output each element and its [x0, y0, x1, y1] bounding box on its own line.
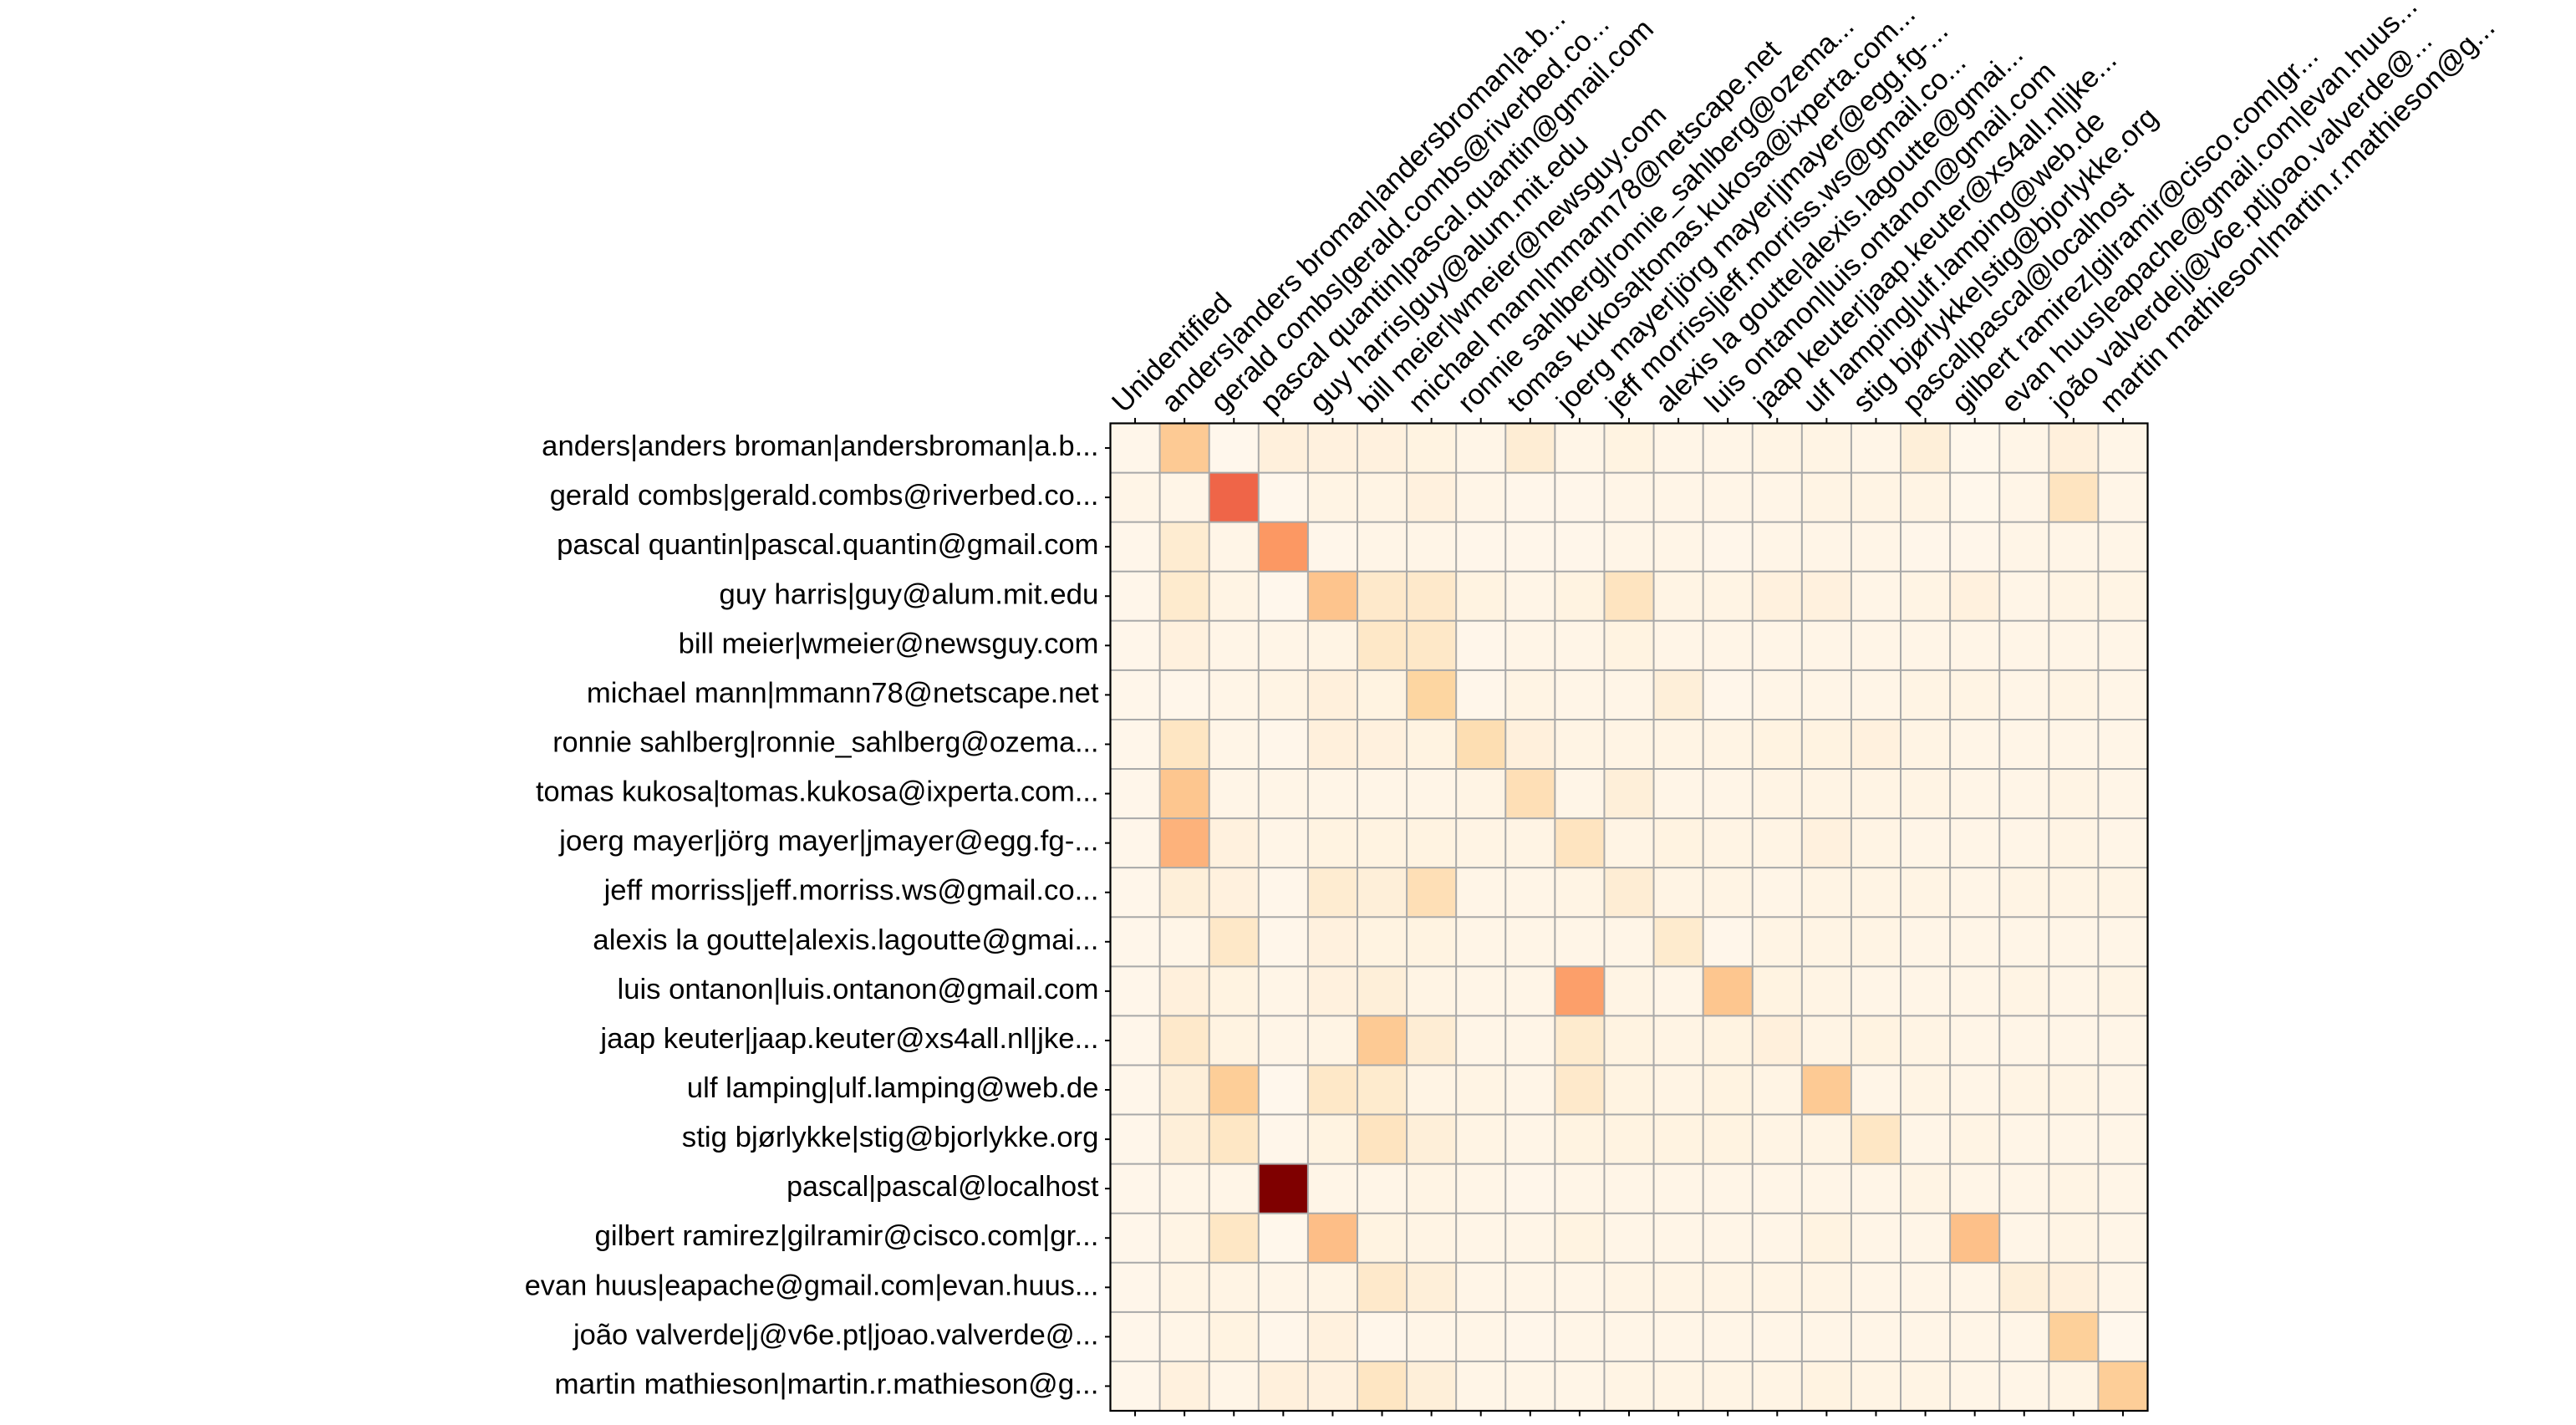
- svg-text:joerg mayer|jörg mayer|jmayer@: joerg mayer|jörg mayer|jmayer@egg.fg-...: [558, 826, 1098, 858]
- svg-text:jaap keuter|jaap.keuter@xs4all: jaap keuter|jaap.keuter@xs4all.nl|jke...: [599, 1023, 1098, 1055]
- svg-text:alexis la goutte|alexis.lagout: alexis la goutte|alexis.lagoutte@gmai...: [593, 924, 1098, 956]
- svg-text:ulf lamping|ulf.lamping@web.de: ulf lamping|ulf.lamping@web.de: [687, 1072, 1099, 1104]
- svg-text:bill meier|wmeier@newsguy.com: bill meier|wmeier@newsguy.com: [679, 628, 1099, 659]
- svg-text:tomas kukosa|tomas.kukosa@ixpe: tomas kukosa|tomas.kukosa@ixperta.com...: [536, 776, 1099, 808]
- svg-text:luis ontanon|luis.ontanon@gmai: luis ontanon|luis.ontanon@gmail.com: [618, 974, 1099, 1005]
- svg-text:joão valverde|j@v6e.pt|joao.va: joão valverde|j@v6e.pt|joao.valverde@...: [573, 1319, 1098, 1351]
- svg-text:jeff morriss|jeff.morriss.ws@g: jeff morriss|jeff.morriss.ws@gmail.co...: [603, 875, 1099, 907]
- svg-text:gilbert ramirez|gilramir@cisco: gilbert ramirez|gilramir@cisco.com|gr...: [595, 1220, 1099, 1252]
- svg-text:pascal|pascal@localhost: pascal|pascal@localhost: [787, 1171, 1099, 1203]
- svg-text:michael mann|mmann78@netscape.: michael mann|mmann78@netscape.net: [587, 677, 1099, 709]
- svg-text:anders|anders broman|andersbro: anders|anders broman|andersbroman|a.b...: [542, 430, 1098, 462]
- svg-text:gerald combs|gerald.combs@rive: gerald combs|gerald.combs@riverbed.co...: [550, 480, 1099, 511]
- svg-text:martin mathieson|martin.r.math: martin mathieson|martin.r.mathieson@g...: [554, 1368, 1098, 1400]
- svg-text:ronnie sahlberg|ronnie_sahlber: ronnie sahlberg|ronnie_sahlberg@ozema...: [552, 726, 1098, 758]
- svg-text:stig bjørlykke|stig@bjorlykke.: stig bjørlykke|stig@bjorlykke.org: [682, 1122, 1099, 1153]
- svg-text:pascal quantin|pascal.quantin@: pascal quantin|pascal.quantin@gmail.com: [557, 529, 1098, 561]
- svg-text:evan huus|eapache@gmail.com|ev: evan huus|eapache@gmail.com|evan.huus...: [525, 1270, 1099, 1301]
- svg-text:guy harris|guy@alum.mit.edu: guy harris|guy@alum.mit.edu: [719, 578, 1098, 610]
